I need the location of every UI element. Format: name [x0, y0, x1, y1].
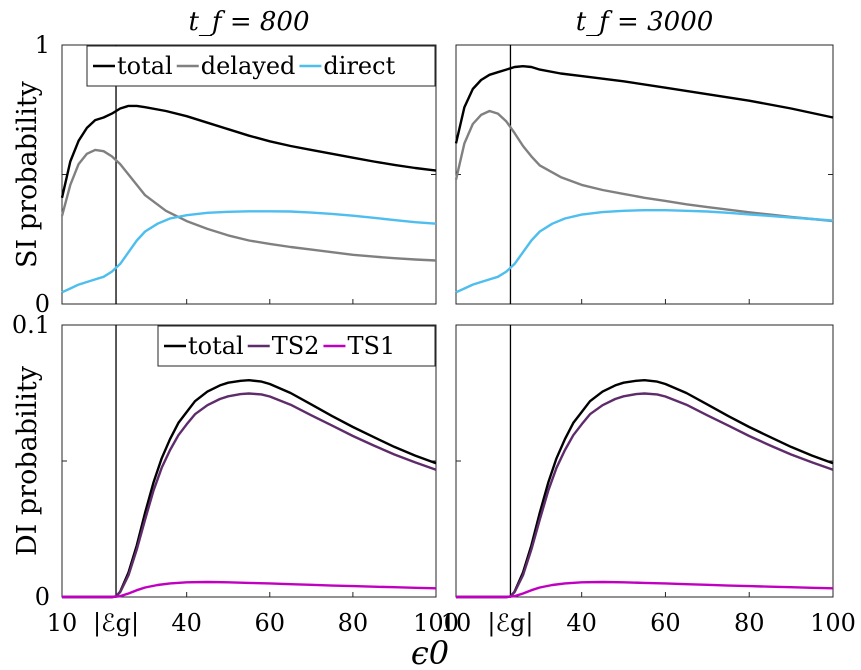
panel-title: t_f = 800 — [188, 7, 309, 37]
legend: total TS2 TS1 — [157, 325, 436, 367]
plot-frame — [61, 44, 437, 305]
y-axis-label: SI probability — [12, 80, 43, 268]
legend-label: delayed — [201, 52, 296, 80]
panel-2: t_f = 3000 — [454, 7, 834, 305]
series-line-total — [60, 104, 437, 199]
x-tick-label: 100 — [413, 609, 459, 637]
series-line-ts1 — [456, 580, 834, 599]
series-line-total — [454, 65, 834, 144]
panel-3: 0.1 0 DI probability 10 |ℰg| 40 60 80 100 total TS… — [12, 311, 459, 638]
x-axis-label: ϵ0 — [411, 634, 449, 670]
panel-4: 10 |ℰg| 40 60 80 100 — [441, 324, 856, 638]
x-tick-label: 60 — [255, 609, 286, 637]
x-tick-label: 80 — [338, 609, 369, 637]
x-tick-label: |ℰg| — [487, 609, 533, 638]
x-tick-label: |ℰg| — [93, 609, 139, 638]
series-line-direct — [455, 209, 834, 294]
x-tick-label: 10 — [441, 609, 472, 637]
x-tick-label: 10 — [47, 609, 78, 637]
series-line-ts1 — [62, 580, 437, 599]
panel-1: t_f = 800 1 0 SI probability total delayed dir… — [12, 7, 437, 318]
plot-frame — [455, 324, 834, 598]
panel-title: t_f = 3000 — [576, 7, 714, 37]
series-line-delayed — [60, 148, 437, 262]
y-axis-label: DI probability — [12, 365, 43, 556]
series-line-ts2 — [62, 392, 437, 599]
legend: total delayed direct — [86, 45, 436, 87]
y-tick-label: 0 — [35, 583, 50, 611]
series-line-ts2 — [456, 392, 834, 599]
y-tick-label: 0.1 — [12, 311, 50, 339]
legend-box — [157, 325, 436, 367]
legend-box — [86, 45, 436, 87]
y-tick-label: 1 — [35, 31, 50, 59]
x-tick-label: 100 — [810, 609, 856, 637]
series-line-direct — [61, 210, 437, 294]
x-tick-label: 80 — [734, 609, 765, 637]
series-line-delayed — [454, 109, 834, 223]
plot-frame — [455, 44, 834, 305]
x-tick-label: 40 — [171, 609, 202, 637]
legend-label: direct — [323, 52, 395, 80]
legend-label: TS2 — [272, 332, 320, 360]
legend-label: total — [188, 332, 244, 360]
legend-label: TS1 — [347, 332, 395, 360]
legend-label: total — [117, 52, 173, 80]
y-tick-label: 0 — [35, 290, 50, 318]
plot-frame — [61, 324, 437, 598]
x-tick-label: 40 — [566, 609, 597, 637]
x-tick-label: 60 — [650, 609, 681, 637]
